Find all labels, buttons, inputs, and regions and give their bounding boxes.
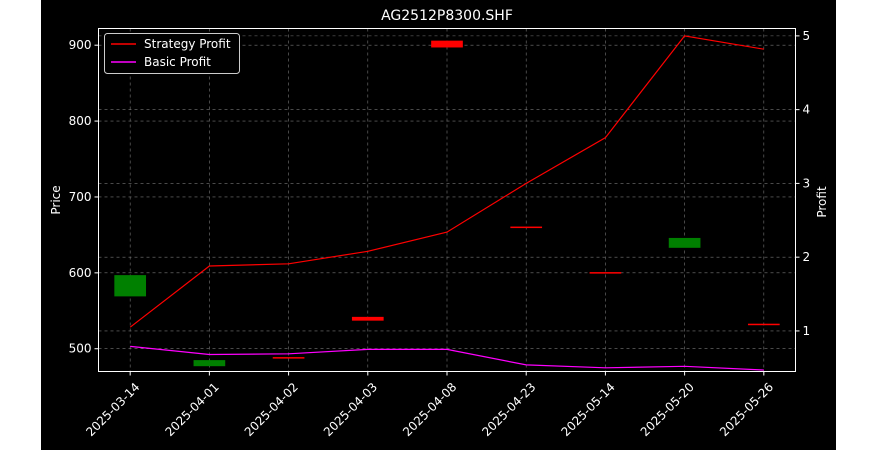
chart-title: AG2512P8300.SHF <box>381 8 513 24</box>
price-tick-label: 800 <box>69 114 92 128</box>
strategy-profit-line <box>129 35 764 328</box>
profit-axis: 1 2 3 4 5 <box>795 29 811 338</box>
legend-strategy-label: Strategy Profit <box>144 37 231 51</box>
basic-profit-line <box>130 345 764 371</box>
candle-2025-04-08 <box>431 40 463 48</box>
candle-2025-03-14 <box>114 275 147 297</box>
profit-tick-label: 4 <box>803 103 811 117</box>
candle-2025-04-03 <box>351 316 384 321</box>
profit-lines <box>129 35 764 371</box>
price-tick-label: 500 <box>69 342 92 356</box>
left-axis-label: Price <box>49 185 63 214</box>
candle-2025-05-14 <box>589 272 622 274</box>
price-axis: 500 600 700 800 900 <box>69 38 99 356</box>
candle-2025-04-01 <box>193 360 226 367</box>
legend-box <box>104 33 240 74</box>
candle-2025-05-20 <box>668 237 701 248</box>
profit-tick-label: 2 <box>803 250 811 264</box>
candle-2025-04-23 <box>510 226 543 229</box>
candle-2025-05-26 <box>747 323 780 326</box>
candle-2025-04-02 <box>272 357 305 359</box>
price-tick-label: 600 <box>69 266 92 280</box>
profit-tick-label: 1 <box>803 324 811 338</box>
price-tick-label: 700 <box>69 190 92 204</box>
legend: Strategy Profit Basic Profit <box>104 33 240 74</box>
profit-tick-label: 3 <box>803 176 811 190</box>
candles <box>114 40 780 367</box>
profit-tick-label: 5 <box>803 29 811 43</box>
figure-background <box>41 0 836 450</box>
price-tick-label: 900 <box>69 38 92 52</box>
legend-basic-label: Basic Profit <box>144 55 211 69</box>
right-axis-label: Profit <box>815 186 829 218</box>
